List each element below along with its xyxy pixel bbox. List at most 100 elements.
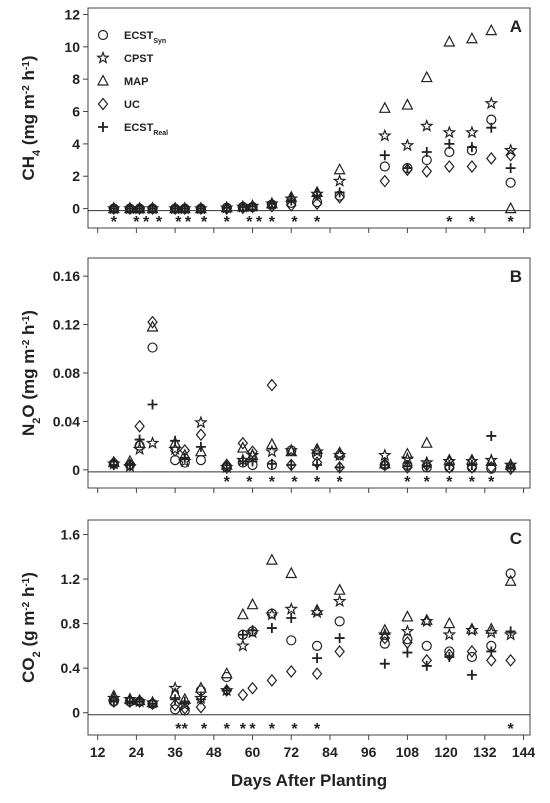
x-axis-label: Days After Planting — [231, 771, 387, 790]
significance-marker: * — [246, 214, 253, 231]
marker-circle — [421, 640, 432, 651]
marker-star — [265, 444, 279, 458]
marker-plus — [334, 633, 345, 644]
marker-plus — [466, 142, 477, 153]
marker-plus — [334, 187, 345, 198]
y-label-part: -1 — [21, 577, 32, 586]
significance-marker: * — [201, 214, 208, 231]
marker-triangle — [465, 31, 478, 44]
significance-marker: * — [185, 214, 192, 231]
marker-plus — [147, 399, 158, 410]
marker-triangle — [443, 35, 456, 47]
legend-name: ECST — [124, 122, 154, 134]
marker-plus — [147, 203, 158, 214]
marker-diamond — [195, 428, 207, 442]
panel-label: B — [510, 267, 522, 286]
marker-plus — [98, 122, 108, 132]
marker-diamond — [444, 160, 455, 173]
marker-plus — [444, 652, 455, 663]
significance-marker: * — [424, 474, 431, 491]
marker-plus — [170, 435, 181, 446]
marker-diamond — [379, 458, 391, 472]
marker-diamond — [169, 444, 181, 457]
y-label-part: (g m — [19, 611, 38, 652]
marker-diamond — [237, 688, 249, 702]
y-axis-label: CO2 (g m-2 h-1) — [19, 572, 43, 683]
marker-diamond — [379, 174, 391, 188]
marker-triangle — [285, 444, 298, 457]
marker-diamond — [195, 700, 207, 714]
marker-diamond — [179, 701, 191, 715]
marker-circle — [311, 640, 323, 651]
marker-triangle — [220, 666, 233, 679]
marker-diamond — [134, 202, 145, 216]
marker-triangle — [401, 447, 414, 459]
marker-plus — [486, 122, 497, 133]
marker-diamond — [466, 160, 478, 173]
panel-label: A — [510, 17, 522, 36]
marker-star — [96, 50, 110, 64]
marker-diamond — [134, 695, 145, 709]
y-tick-label: 1.6 — [61, 526, 81, 542]
marker-plus — [286, 613, 297, 624]
marker-triangle — [378, 101, 391, 113]
significance-marker: * — [404, 474, 411, 491]
marker-plus — [505, 626, 516, 637]
y-tick-label: 2 — [72, 168, 80, 184]
marker-plus — [421, 461, 432, 472]
significance-marker: * — [291, 214, 298, 231]
marker-diamond — [379, 631, 391, 645]
x-tick-label: 12 — [90, 744, 106, 760]
marker-star — [332, 594, 347, 608]
marker-plus — [379, 460, 390, 470]
significance-marker: * — [175, 214, 182, 231]
significance-marker: * — [156, 214, 163, 231]
marker-triangle — [485, 454, 498, 466]
significance-marker: * — [314, 474, 321, 491]
y-tick-label: 0.4 — [61, 660, 81, 676]
marker-star — [400, 624, 415, 638]
y-label-part: 2 — [31, 651, 43, 657]
marker-plus — [444, 460, 455, 470]
legend-label: ECSTSyn — [124, 30, 166, 45]
y-label-part: h — [19, 70, 38, 85]
y-label-part: h — [19, 587, 38, 602]
marker-plus — [170, 694, 181, 705]
significance-marker: * — [291, 474, 298, 491]
x-tick-label: 72 — [283, 744, 299, 760]
marker-plus — [466, 669, 477, 680]
marker-diamond — [147, 202, 158, 216]
marker-circle — [97, 29, 109, 41]
panel-label: C — [510, 529, 522, 548]
significance-marker: * — [508, 721, 515, 738]
marker-triangle — [236, 441, 249, 453]
marker-plus — [237, 629, 248, 640]
legend-name: CPST — [124, 53, 154, 65]
legend-label: MAP — [124, 76, 148, 88]
marker-triangle — [236, 607, 249, 620]
y-tick-label: 0.16 — [53, 268, 80, 284]
y-tick-label: 10 — [64, 39, 80, 55]
significance-marker: * — [508, 214, 515, 231]
y-tick-label: 0 — [72, 201, 80, 217]
legend-label: UC — [124, 99, 140, 111]
marker-diamond — [334, 645, 345, 658]
marker-circle — [466, 651, 478, 663]
y-label-part: -2 — [21, 339, 32, 348]
marker-triangle — [485, 23, 498, 36]
marker-plus — [379, 658, 390, 669]
marker-circle — [311, 450, 323, 461]
marker-circle — [379, 638, 390, 649]
marker-triangle — [401, 98, 414, 110]
marker-diamond — [221, 202, 233, 216]
significance-marker: * — [269, 214, 276, 231]
marker-plus — [421, 660, 432, 671]
marker-diamond — [266, 378, 278, 392]
marker-plus — [247, 201, 258, 212]
significance-marker: * — [201, 721, 208, 738]
marker-plus — [312, 653, 323, 664]
marker-triangle — [333, 162, 346, 175]
marker-plus — [402, 163, 413, 174]
marker-diamond — [179, 202, 191, 216]
marker-diamond — [147, 315, 158, 329]
